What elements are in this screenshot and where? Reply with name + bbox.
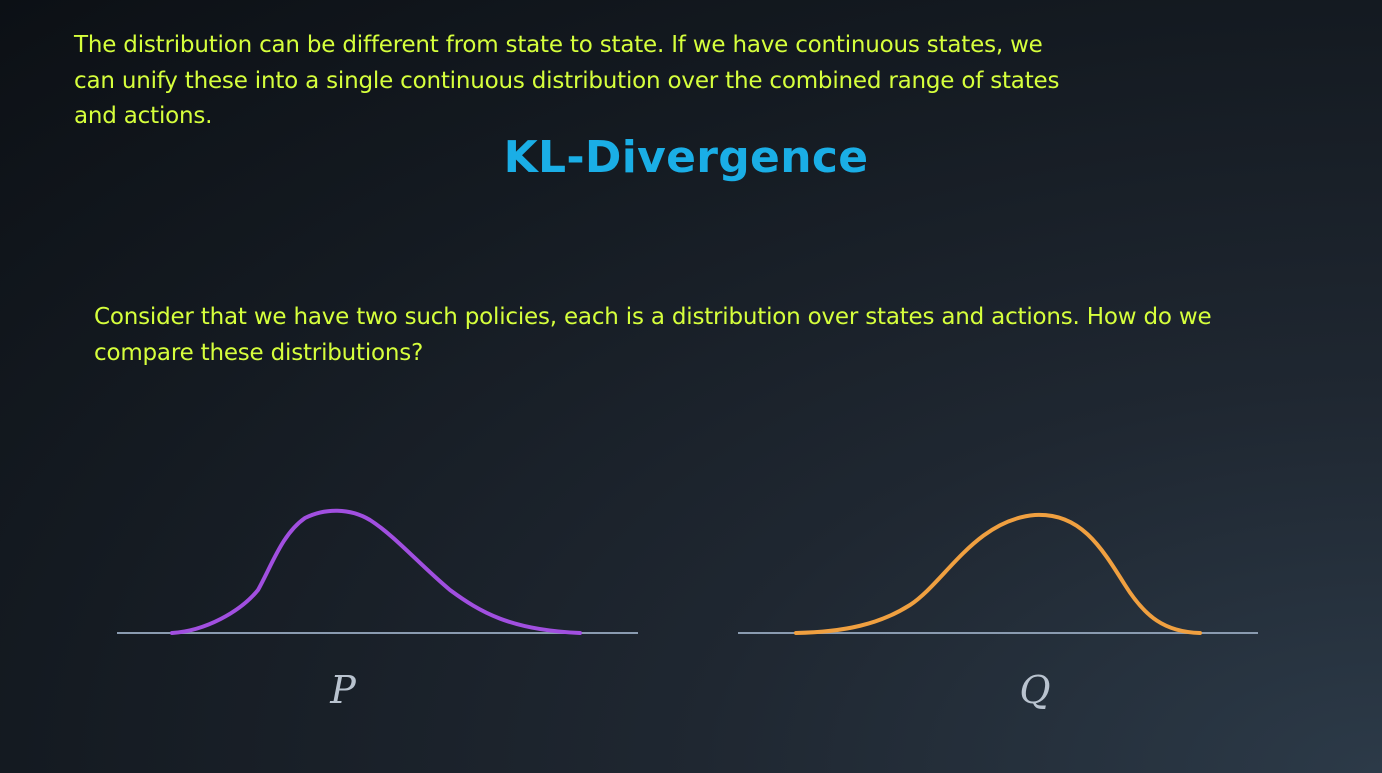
p-label: P (329, 668, 357, 712)
slide-title: KL-Divergence (503, 132, 869, 183)
q-label: Q (1019, 668, 1050, 712)
distribution-p: P (117, 508, 638, 712)
q-curve (794, 512, 1202, 635)
slide-question: Consider that we have two such policies,… (94, 304, 1212, 366)
distribution-q: Q (738, 512, 1258, 712)
p-curve (170, 508, 582, 635)
distribution-figures: P Q (117, 508, 1258, 712)
caption-text: The distribution can be different from s… (74, 32, 1060, 129)
